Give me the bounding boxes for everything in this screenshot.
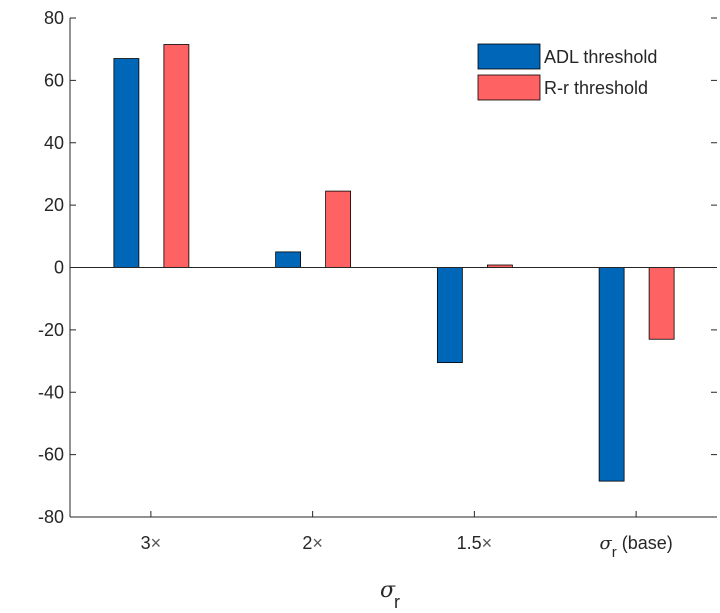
y-tick-label: -40 (38, 382, 64, 402)
bars (113, 44, 675, 482)
y-tick-label: 40 (44, 133, 64, 153)
bar-adl-0 (113, 58, 140, 268)
bar-rr-0 (163, 44, 190, 268)
bar-adl-3 (598, 267, 625, 482)
y-tick-label: -60 (38, 445, 64, 465)
y-tick-label: 60 (44, 70, 64, 90)
y-tick-label: -20 (38, 320, 64, 340)
y-tick-label: -80 (38, 507, 64, 527)
legend: ADL threshold R-r threshold (477, 43, 657, 101)
y-tick-label: 0 (54, 258, 64, 278)
bar-rr-1 (325, 190, 352, 268)
legend-label-rr: R-r threshold (544, 78, 648, 98)
y-tick-label: 80 (44, 8, 64, 28)
x-axis-label-symbol: σ (380, 578, 396, 603)
x-axis-label-subscript: r (394, 592, 400, 612)
legend-label-adl: ADL threshold (544, 47, 657, 67)
bar-rr-3 (648, 267, 675, 340)
x-axis-ticks: 3× 2× 1.5× σr (base) (141, 511, 673, 561)
bar-adl-1 (275, 251, 302, 268)
y-axis-ticks: -80 -60 -40 -20 0 20 40 60 80 (38, 8, 717, 527)
x-tick-label: 3× (141, 533, 162, 553)
x-axis-label: σ r (380, 578, 400, 612)
x-tick-label: 1.5× (457, 533, 493, 553)
x-tick-label: σr (base) (599, 533, 672, 561)
legend-swatch-adl (477, 43, 541, 70)
y-tick-label: 20 (44, 195, 64, 215)
legend-swatch-rr (477, 74, 541, 101)
x-tick-label: 2× (302, 533, 323, 553)
bar-adl-2 (436, 267, 463, 364)
